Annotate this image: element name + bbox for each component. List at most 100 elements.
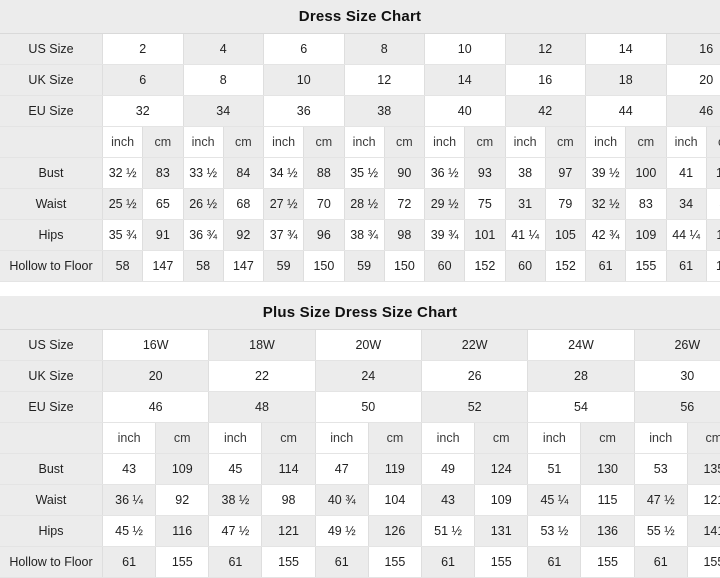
size-cell-uk-1: 8 xyxy=(183,64,264,96)
measurement-cell-bust-3: 84 xyxy=(223,157,265,189)
row-label-uk: UK Size xyxy=(0,64,103,96)
size-cell-eu-5: 56 xyxy=(634,391,720,423)
table-row: Hollow to Floor 61 155 61 155 61 155 61 155 61 155… xyxy=(0,546,720,578)
measurement-cell-waist-4: 27 ½ xyxy=(263,188,305,220)
measurement-cell-hollow-9: 152 xyxy=(464,250,506,282)
size-cell-eu-2: 36 xyxy=(263,95,345,127)
measurement-cell-hips-6: 51 ½ xyxy=(421,515,476,547)
unit-header-inch-6: inch xyxy=(421,422,476,454)
plus-size-chart-title: Plus Size Dress Size Chart xyxy=(0,296,720,330)
measurement-cell-hollow-14: 61 xyxy=(666,250,707,282)
measurement-cell-hollow-3: 155 xyxy=(261,546,316,578)
size-cell-uk-5: 30 xyxy=(634,360,720,392)
measurement-cell-bust-9: 130 xyxy=(580,453,635,485)
measurement-cell-hips-11: 141 xyxy=(687,515,720,547)
measurement-cell-waist-5: 104 xyxy=(368,484,422,516)
unit-header-cm-7: cm xyxy=(384,126,426,158)
measurement-cell-waist-1: 65 xyxy=(142,188,184,220)
measurement-cell-bust-6: 49 xyxy=(421,453,476,485)
measurement-cell-hollow-11: 155 xyxy=(687,546,720,578)
measurement-cell-waist-6: 43 xyxy=(421,484,476,516)
measurement-cell-hollow-0: 61 xyxy=(102,546,157,578)
unit-header-cm-9: cm xyxy=(464,126,506,158)
measurement-cell-hips-11: 105 xyxy=(545,219,587,251)
measurement-cell-waist-5: 70 xyxy=(303,188,345,220)
measurement-cell-bust-3: 114 xyxy=(261,453,316,485)
measurement-cell-bust-7: 90 xyxy=(384,157,426,189)
size-cell-uk-5: 16 xyxy=(505,64,586,96)
measurement-cell-hollow-2: 61 xyxy=(208,546,263,578)
size-cell-eu-2: 50 xyxy=(315,391,422,423)
measurement-cell-bust-12: 39 ½ xyxy=(585,157,627,189)
measurement-cell-bust-1: 109 xyxy=(155,453,210,485)
size-cell-uk-0: 6 xyxy=(102,64,184,96)
measurement-cell-hollow-11: 152 xyxy=(545,250,587,282)
measurement-cell-hips-3: 121 xyxy=(261,515,316,547)
row-label-bust: Bust xyxy=(0,453,103,485)
unit-header-inch-0: inch xyxy=(102,422,157,454)
measurement-cell-bust-8: 36 ½ xyxy=(424,157,466,189)
measurement-cell-hips-7: 131 xyxy=(474,515,529,547)
measurement-cell-hips-4: 37 ¾ xyxy=(263,219,305,251)
measurement-cell-waist-14: 34 xyxy=(666,188,707,220)
size-cell-eu-0: 32 xyxy=(102,95,184,127)
measurement-cell-waist-2: 26 ½ xyxy=(183,188,224,220)
size-cell-us-4: 24W xyxy=(527,330,635,361)
measurement-cell-waist-0: 25 ½ xyxy=(102,188,144,220)
measurement-cell-hollow-5: 155 xyxy=(368,546,422,578)
measurement-cell-bust-6: 35 ½ xyxy=(344,157,385,189)
unit-header-cm-5: cm xyxy=(368,422,422,454)
unit-header-inch-4: inch xyxy=(315,422,369,454)
table-row: UK Size 6 8 10 12 14 16 18 20 xyxy=(0,64,720,96)
measurement-cell-waist-9: 75 xyxy=(464,188,506,220)
measurement-cell-hollow-1: 147 xyxy=(142,250,184,282)
measurement-cell-bust-5: 88 xyxy=(303,157,345,189)
measurement-cell-hollow-4: 59 xyxy=(263,250,305,282)
unit-header-inch-6: inch xyxy=(344,126,385,158)
measurement-cell-hips-8: 39 ¾ xyxy=(424,219,466,251)
size-cell-eu-3: 38 xyxy=(344,95,425,127)
measurement-cell-hollow-9: 155 xyxy=(580,546,635,578)
size-cell-uk-3: 12 xyxy=(344,64,425,96)
unit-header-cm-9: cm xyxy=(580,422,635,454)
measurement-cell-hollow-8: 61 xyxy=(527,546,582,578)
measurement-cell-bust-1: 83 xyxy=(142,157,184,189)
units-row-label xyxy=(0,422,103,454)
measurement-cell-hollow-4: 61 xyxy=(315,546,369,578)
table-row: Hollow to Floor 58 147 58 147 59 150 59 150 60 152… xyxy=(0,250,720,282)
measurement-cell-hollow-0: 58 xyxy=(102,250,144,282)
units-row: inch cm inch cm inch cm inch cm inch cm inch cm inch… xyxy=(0,126,720,158)
table-row: UK Size 20 22 24 26 28 30 xyxy=(0,360,720,392)
size-cell-uk-2: 10 xyxy=(263,64,345,96)
size-cell-us-4: 10 xyxy=(424,34,506,65)
unit-header-inch-2: inch xyxy=(183,126,224,158)
measurement-cell-hollow-1: 155 xyxy=(155,546,210,578)
measurement-cell-hips-2: 36 ¾ xyxy=(183,219,224,251)
unit-header-inch-2: inch xyxy=(208,422,263,454)
row-label-eu: EU Size xyxy=(0,95,103,127)
size-cell-us-7: 16 xyxy=(666,34,720,65)
measurement-cell-bust-15: 104 xyxy=(706,157,720,189)
measurement-cell-hips-5: 126 xyxy=(368,515,422,547)
measurement-cell-hips-8: 53 ½ xyxy=(527,515,582,547)
measurement-cell-hollow-15: 155 xyxy=(706,250,720,282)
unit-header-cm-3: cm xyxy=(223,126,265,158)
measurement-cell-hollow-13: 155 xyxy=(625,250,667,282)
dress-size-chart-table: US Size 2 4 6 8 10 12 14 16 UK Size 6 8 10 12 14 16 18 20… xyxy=(0,34,720,282)
measurement-cell-hips-1: 116 xyxy=(155,515,210,547)
measurement-cell-waist-12: 32 ½ xyxy=(585,188,627,220)
row-label-bust: Bust xyxy=(0,157,103,189)
size-cell-us-3: 22W xyxy=(421,330,529,361)
size-cell-us-5: 12 xyxy=(505,34,586,65)
table-row: US Size 2 4 6 8 10 12 14 16 xyxy=(0,34,720,65)
size-cell-us-3: 8 xyxy=(344,34,425,65)
measurement-cell-hollow-8: 60 xyxy=(424,250,466,282)
size-cell-uk-4: 28 xyxy=(527,360,635,392)
plus-size-chart-block: Plus Size Dress Size Chart US Size 16W 18W… xyxy=(0,296,720,578)
measurement-cell-waist-7: 109 xyxy=(474,484,529,516)
measurement-cell-waist-6: 28 ½ xyxy=(344,188,385,220)
dress-size-chart-body: US Size 2 4 6 8 10 12 14 16 UK Size 6 8 10 12 14 16 18 20… xyxy=(0,34,720,282)
measurement-cell-hollow-10: 60 xyxy=(505,250,546,282)
measurement-cell-hollow-2: 58 xyxy=(183,250,224,282)
dress-size-chart-block: Dress Size Chart US Size 2 4 6 8 10 12 14 16 UK S… xyxy=(0,0,720,282)
